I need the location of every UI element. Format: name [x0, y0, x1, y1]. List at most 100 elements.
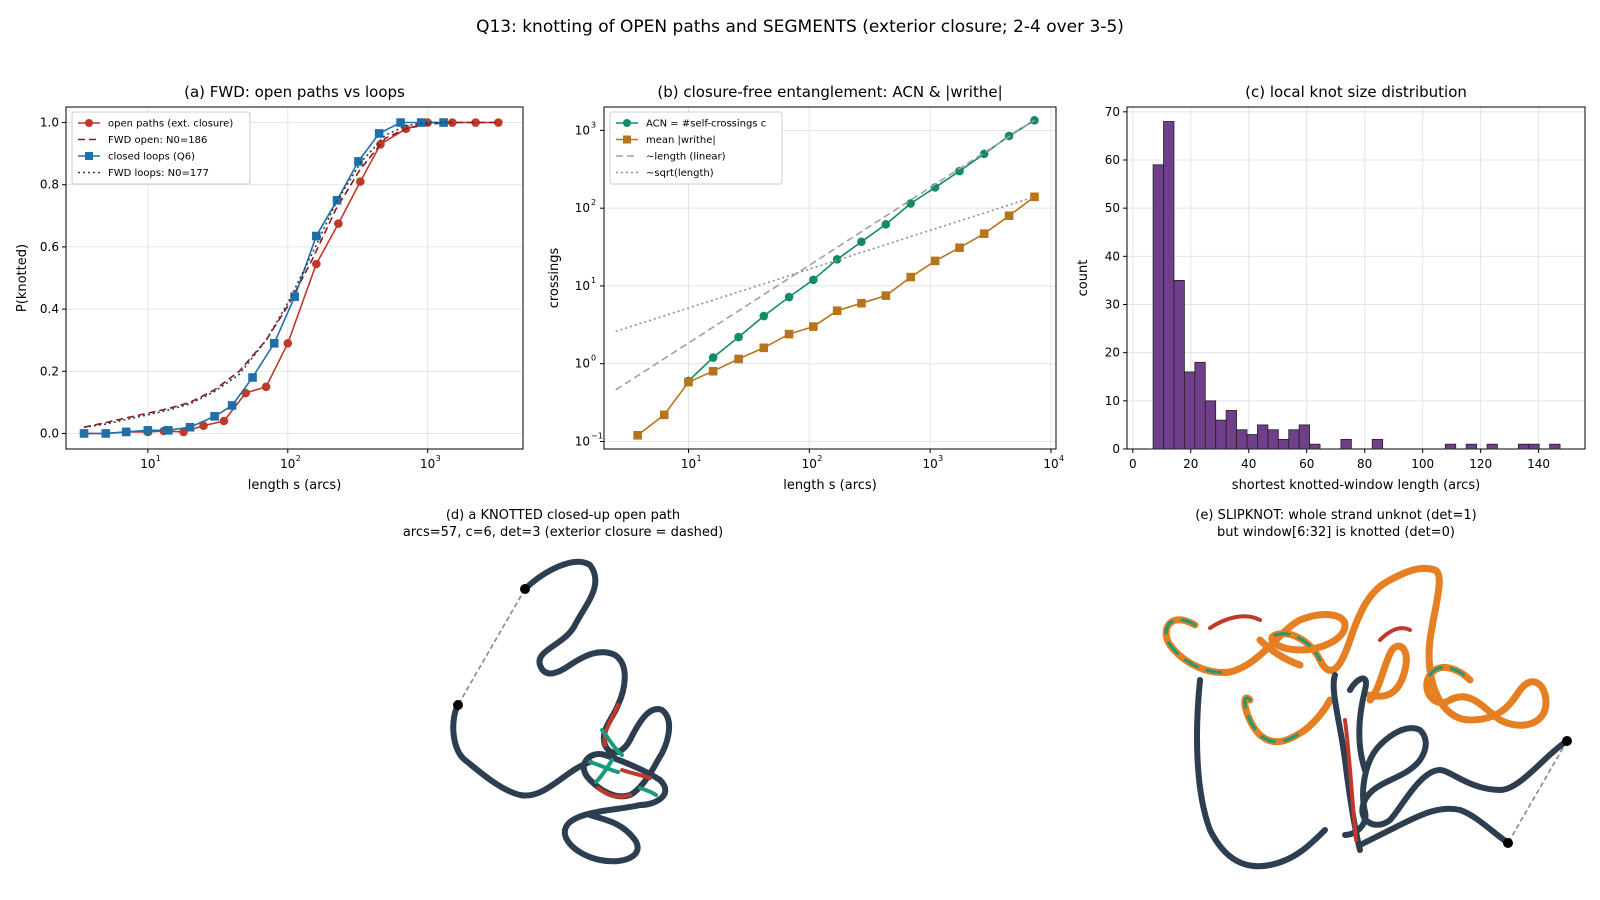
panel-e-exterior-closure [1507, 740, 1568, 844]
chart-a-series-0-point-11 [312, 259, 321, 269]
chart-a-legend-marker-0 [85, 119, 93, 127]
chart-a-series-2-point-4 [163, 426, 173, 435]
chart-c-knot-size-histogram: 0 20 40 60 80 100 120 140 0 10 20 30 40 50 60 70 (c) loc… [1076, 83, 1586, 493]
chart-b-legend-label-3: ~sqrt(length) [646, 168, 714, 179]
chart-b-series-0-point-7 [857, 237, 866, 247]
panel-d-end-point [453, 700, 463, 710]
chart-b-ytick-label-3: 10 [575, 201, 590, 215]
chart-c-bar-21 [1371, 438, 1384, 450]
chart-b-series-1-point-6 [784, 329, 794, 339]
chart-b-xtick-label-1: 10 [802, 457, 817, 471]
chart-c-bar-36 [1528, 443, 1540, 450]
chart-b-legend-label-1: mean |writhe| [646, 135, 716, 146]
chart-b-series-1-point-5 [759, 343, 769, 353]
chart-c-xtick-label-5: 100 [1411, 457, 1434, 471]
chart-a-ylabel: P(knotted) [15, 244, 30, 312]
chart-c-ytick-label-5: 50 [1105, 201, 1120, 215]
chart-a-xtick-exp-0: 1 [156, 454, 161, 463]
chart-a-series-2-point-9 [269, 338, 279, 348]
chart-b-series-1-point-9 [857, 298, 866, 308]
chart-a-ytick-label-2: 0.4 [40, 302, 59, 316]
chart-a-series-2-point-8 [248, 373, 257, 382]
chart-b-series-1-point-11 [906, 272, 915, 282]
chart-a-series-0-point-7 [219, 416, 229, 426]
chart-a-legend-label-1: FWD open: N0=186 [108, 135, 207, 146]
chart-a-fwd-open-vs-loops: 10 1 10 2 10 30.00.20.40.60.81.0(a) FWD: open… [15, 83, 524, 493]
chart-c-ylabel: count [1076, 260, 1091, 297]
chart-b-ytick-exp-4: 3 [591, 120, 596, 129]
chart-b-series-0-point-11 [955, 166, 964, 176]
panel-d-start-point [520, 584, 530, 594]
chart-a-series-0-point-19 [494, 118, 503, 127]
chart-a-xtick-label-1: 10 [280, 457, 295, 471]
chart-b-series-1-point-10 [881, 291, 891, 300]
chart-b-ytick-exp-2: 1 [591, 276, 596, 285]
chart-c-xtick-label-4: 80 [1357, 457, 1372, 471]
chart-b-series-0-point-9 [906, 199, 915, 208]
chart-b-series-1-point-16 [1030, 192, 1039, 202]
chart-b-ytick-label-1: 10 [575, 357, 590, 371]
chart-a-series-0-point-10 [283, 338, 293, 348]
chart-a-series-0-point-13 [356, 177, 365, 186]
chart-a-series-2-point-10 [290, 292, 299, 301]
chart-a-ytick-label-1: 0.2 [40, 364, 59, 378]
chart-c-xtick-label-2: 40 [1241, 457, 1256, 471]
chart-a-series-0-point-17 [448, 118, 457, 127]
panel-e-title-line2: but window[6:32] is knotted (det=0) [1217, 525, 1455, 540]
chart-b-ytick-label-4: 10 [575, 123, 590, 137]
chart-a-series-1-line [83, 121, 499, 428]
chart-c-bar-10 [1257, 424, 1269, 450]
chart-b-acn-writhe: 10 1 10 2 10 3 10 410 −110 010 110 210 3(b) closure-… [547, 83, 1064, 493]
chart-c-xtick-label-0: 0 [1129, 457, 1137, 471]
chart-c-bar-28 [1444, 443, 1457, 450]
chart-b-xtick-exp-1: 2 [817, 454, 822, 463]
chart-a-series-2-point-15 [396, 118, 405, 127]
chart-a-series-2-point-6 [210, 412, 219, 421]
chart-a-legend-label-0: open paths (ext. closure) [108, 119, 233, 130]
chart-b-series-1-point-13 [955, 243, 964, 253]
chart-a-series-2-point-11 [312, 231, 321, 241]
chart-a-series-2-point-0 [79, 429, 89, 438]
chart-c-bar-6 [1215, 419, 1227, 450]
panel-d-title-line1: (d) a KNOTTED closed-up open path [446, 508, 680, 523]
chart-c-ytick-label-2: 20 [1105, 346, 1120, 360]
chart-a-series-0-point-9 [261, 382, 271, 392]
chart-a-ytick-label-5: 1.0 [40, 116, 59, 130]
chart-b-series-0-point-8 [881, 220, 891, 229]
chart-c-frame [1126, 106, 1586, 450]
chart-a-legend-marker-2 [85, 152, 93, 160]
chart-b-xtick-exp-2: 3 [938, 454, 943, 463]
chart-b-xtick-label-2: 10 [923, 457, 938, 471]
panel-d-under-segments [588, 728, 658, 797]
chart-b-xtick-exp-0: 1 [696, 454, 701, 463]
chart-c-bar-0 [1152, 164, 1164, 450]
chart-a-series-3-line [83, 121, 453, 428]
chart-c-bar-1 [1163, 121, 1175, 450]
chart-c-bar-9 [1246, 434, 1258, 450]
chart-a-series-2-point-7 [227, 401, 237, 410]
chart-c-bar-32 [1486, 443, 1498, 450]
chart-b-legend-marker-0 [623, 119, 631, 127]
chart-b-series-1-line [637, 196, 1035, 436]
panel-d-over-segments [596, 703, 652, 799]
figure-title: Q13: knotting of OPEN paths and SEGMENTS… [476, 17, 1124, 37]
chart-a-ytick-label-3: 0.6 [40, 240, 59, 254]
chart-a-series-2-point-2 [121, 427, 131, 437]
chart-c-ytick-label-1: 10 [1105, 394, 1120, 408]
chart-c-ytick-label-4: 40 [1105, 249, 1120, 263]
chart-c-bar-2 [1173, 280, 1185, 450]
panel-e-title-line1: (e) SLIPKNOT: whole strand unknot (det=1… [1195, 508, 1476, 523]
chart-c-bar-8 [1236, 429, 1248, 450]
chart-b-ylabel: crossings [547, 247, 562, 308]
chart-b-series-1-point-14 [979, 229, 989, 238]
chart-b-series-0-point-5 [809, 275, 818, 285]
chart-b-ytick-exp-1: 0 [591, 354, 596, 363]
chart-b-series-1-point-12 [930, 256, 940, 266]
chart-c-bar-35 [1517, 443, 1530, 450]
chart-c-bar-38 [1549, 443, 1561, 450]
chart-c-xtick-label-6: 120 [1469, 457, 1492, 471]
chart-b-xlabel: length s (arcs) [783, 478, 877, 493]
chart-c-ytick-label-6: 60 [1105, 153, 1120, 167]
panel-e-under-segments [1164, 618, 1472, 744]
